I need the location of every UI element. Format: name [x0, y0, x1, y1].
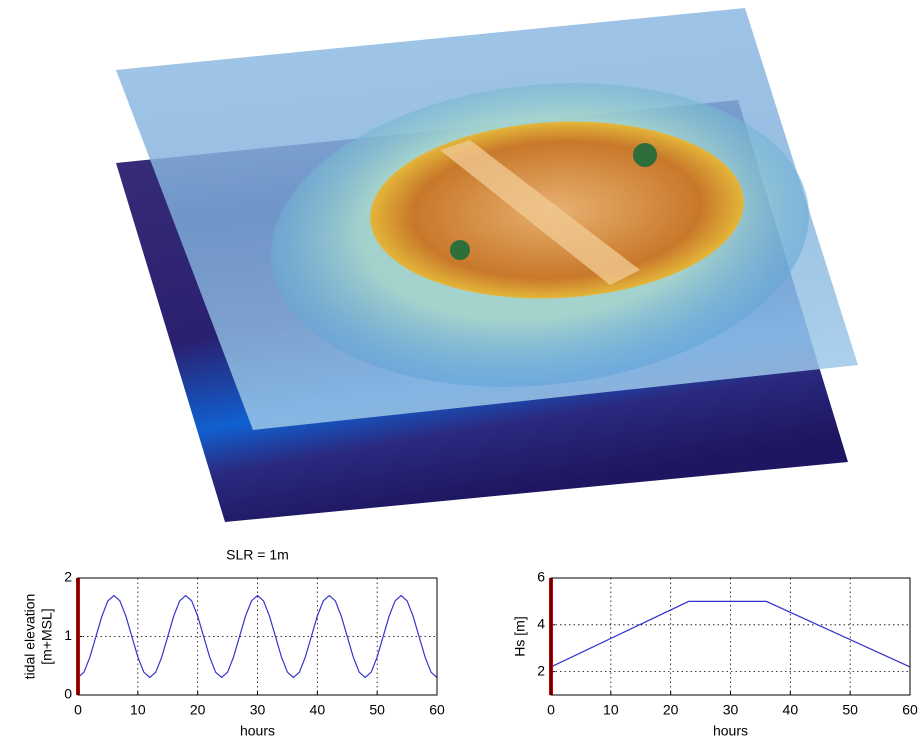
y-tick-label: 6 [537, 569, 545, 585]
x-tick-label: 30 [723, 702, 739, 718]
x-tick-label: 60 [429, 702, 445, 718]
x-tick-label: 20 [663, 702, 679, 718]
terrain-render [116, 8, 858, 522]
y-tick-label: 0 [64, 686, 72, 702]
x-axis-label: hours [713, 723, 748, 739]
x-tick-label: 10 [130, 702, 146, 718]
x-tick-label: 30 [250, 702, 266, 718]
y-tick-label: 2 [64, 569, 72, 585]
tree [633, 143, 657, 167]
x-axis-label: hours [240, 723, 275, 739]
x-tick-label: 50 [842, 702, 858, 718]
y-tick-label: 4 [537, 616, 545, 632]
y-axis-label: [m+MSL] [39, 608, 55, 664]
x-tick-label: 50 [369, 702, 385, 718]
figure: 0102030405060012SLR = 1mhourstidal eleva… [0, 0, 920, 741]
x-tick-label: 40 [310, 702, 326, 718]
x-tick-label: 40 [783, 702, 799, 718]
x-tick-label: 10 [603, 702, 619, 718]
x-tick-label: 20 [190, 702, 206, 718]
tree [450, 240, 470, 260]
x-tick-label: 60 [902, 702, 918, 718]
y-tick-label: 2 [537, 662, 545, 678]
chart-title: SLR = 1m [226, 547, 289, 563]
y-axis-label: Hs [m] [512, 616, 528, 656]
y-tick-label: 1 [64, 627, 72, 643]
x-tick-label: 0 [74, 702, 82, 718]
x-tick-label: 0 [547, 702, 555, 718]
y-axis-label: tidal elevation [22, 594, 38, 680]
